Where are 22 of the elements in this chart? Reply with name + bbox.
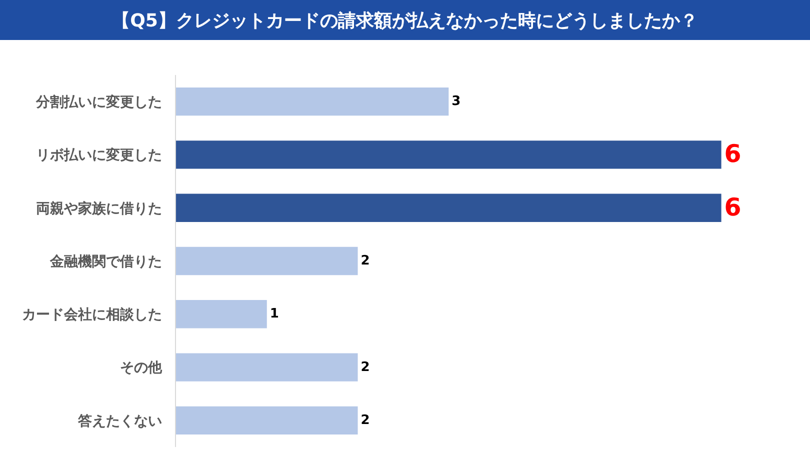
y-tick-label: その他 bbox=[120, 360, 164, 376]
data-label: 3 bbox=[452, 94, 461, 110]
bar bbox=[176, 140, 722, 169]
data-label: 2 bbox=[360, 412, 370, 428]
bar bbox=[176, 406, 358, 435]
y-tick-label: リボ払いに変更した bbox=[36, 146, 162, 164]
bar bbox=[176, 246, 358, 276]
bar bbox=[176, 194, 722, 222]
bar bbox=[176, 300, 267, 328]
y-tick-label: 両親や家族に借りた bbox=[36, 200, 162, 217]
data-label: 1 bbox=[270, 306, 279, 322]
chart-title: 【Q5】クレジットカードの請求額が払えなかった時にどうしましたか？ bbox=[112, 10, 698, 32]
data-label: 2 bbox=[360, 360, 370, 375]
bar bbox=[176, 87, 449, 116]
y-tick-label: 金融機関で借りた bbox=[49, 254, 162, 270]
data-label: 6 bbox=[724, 192, 742, 222]
data-label: 2 bbox=[360, 254, 370, 268]
y-tick-label: カード会社に相談した bbox=[22, 306, 162, 324]
data-label: 6 bbox=[724, 139, 742, 168]
y-tick-label: 答えたくない bbox=[77, 413, 162, 430]
bar bbox=[176, 353, 358, 382]
y-tick-label: 分割払いに変更した bbox=[35, 93, 162, 110]
